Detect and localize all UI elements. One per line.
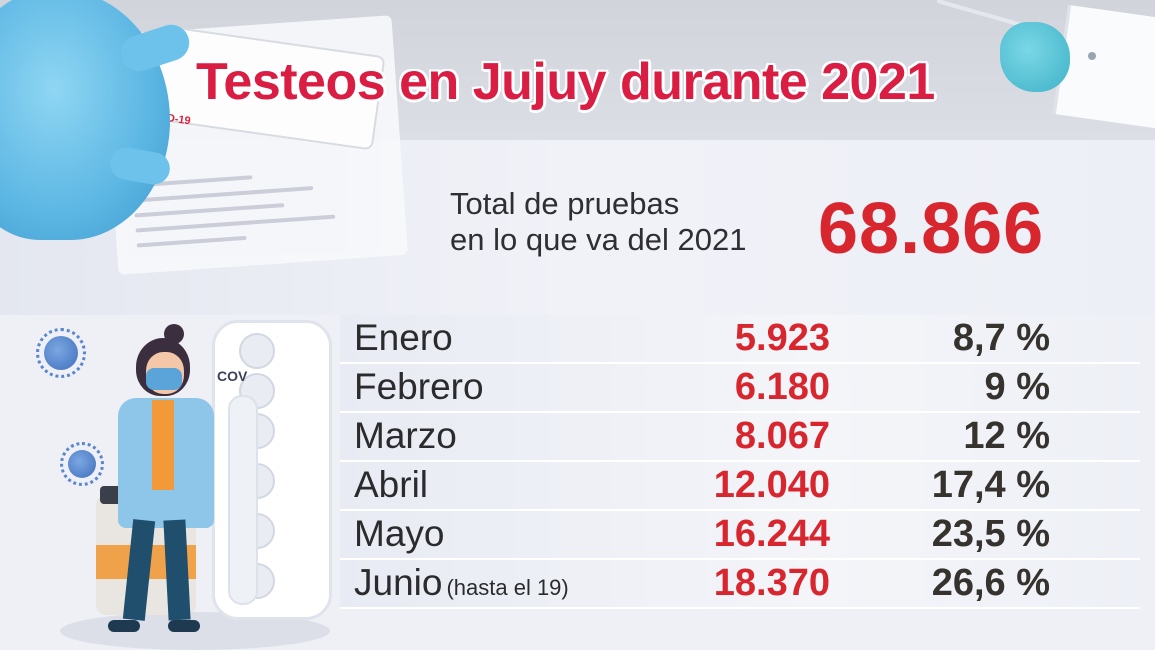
table-row: Mayo 16.244 23,5 % [340,511,1140,560]
face-mask-icon [146,368,182,390]
month-name: Junio [354,562,443,603]
tests-percentage: 9 % [984,366,1050,408]
tests-value: 12.040 [713,464,830,506]
health-worker-shoe [168,620,200,632]
table-row: Febrero 6.180 9 % [340,364,1140,413]
button-dot-icon [1088,52,1096,60]
total-value: 68.866 [818,189,1045,269]
month-label: Enero [354,317,453,359]
virus-icon [36,328,86,378]
month-name: Marzo [354,415,457,456]
month-label: Mayo [354,513,444,555]
month-label: Febrero [354,366,484,408]
total-label-line1: Total de pruebas [450,186,680,221]
device-label: COV [217,368,248,384]
glove-icon [1000,22,1070,92]
month-name: Mayo [354,513,445,554]
tests-value: 16.244 [713,513,830,555]
tests-value: 8.067 [734,415,830,457]
device-slot-icon [228,395,258,605]
tests-value: 5.923 [734,317,830,359]
month-label: Junio (hasta el 19) [354,562,569,604]
tests-percentage: 17,4 % [931,464,1050,506]
device-well-icon [239,333,275,369]
tests-percentage: 12 % [963,415,1050,457]
total-label: Total de pruebas en lo que va del 2021 [450,186,746,258]
table-row: Enero 5.923 8,7 % [340,315,1140,364]
month-name: Enero [354,317,453,358]
tests-percentage: 26,6 % [931,562,1050,604]
virus-icon [60,442,104,486]
table-row: Junio (hasta el 19) 18.370 26,6 % [340,560,1140,609]
page-title: Testeos en Jujuy durante 2021 [196,53,935,111]
monthly-tests-table: Enero 5.923 8,7 % Febrero 6.180 9 % Marz… [340,315,1140,609]
month-label: Marzo [354,415,457,457]
month-name: Febrero [354,366,484,407]
month-name: Abril [354,464,429,505]
total-label-line2: en lo que va del 2021 [450,222,747,257]
month-label: Abril [354,464,428,506]
tests-value: 18.370 [713,562,830,604]
table-row: Marzo 8.067 12 % [340,413,1140,462]
month-note: (hasta el 19) [446,575,569,600]
table-row: Abril 12.040 17,4 % [340,462,1140,511]
tests-percentage: 23,5 % [931,513,1050,555]
tests-value: 6.180 [734,366,830,408]
health-worker-shirt [152,400,174,490]
health-worker-shoe [108,620,140,632]
tests-percentage: 8,7 % [952,317,1050,359]
